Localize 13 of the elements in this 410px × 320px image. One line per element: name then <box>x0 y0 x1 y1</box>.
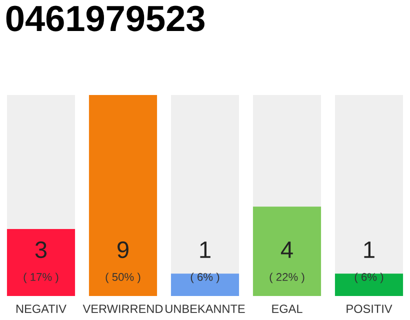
chart-title: 0461979523 <box>6 6 204 32</box>
x-tick-label: UNBEKANNTE <box>166 304 245 314</box>
data-label: 3 ( 17% ) <box>24 241 58 284</box>
x-tick-label: VERWIRREND <box>82 304 163 313</box>
x-tick-label: NEGATIV <box>16 304 66 314</box>
data-label: 1 ( 6% ) <box>190 242 220 284</box>
x-tick-label: EGAL <box>272 304 302 314</box>
data-label: 9 ( 50% ) <box>106 241 140 284</box>
bar <box>170 274 240 296</box>
data-label: 4 ( 22% ) <box>270 242 304 284</box>
data-label: 1 ( 6% ) <box>354 242 384 284</box>
x-tick-label: POSITIV <box>346 304 392 314</box>
bar <box>334 274 404 296</box>
